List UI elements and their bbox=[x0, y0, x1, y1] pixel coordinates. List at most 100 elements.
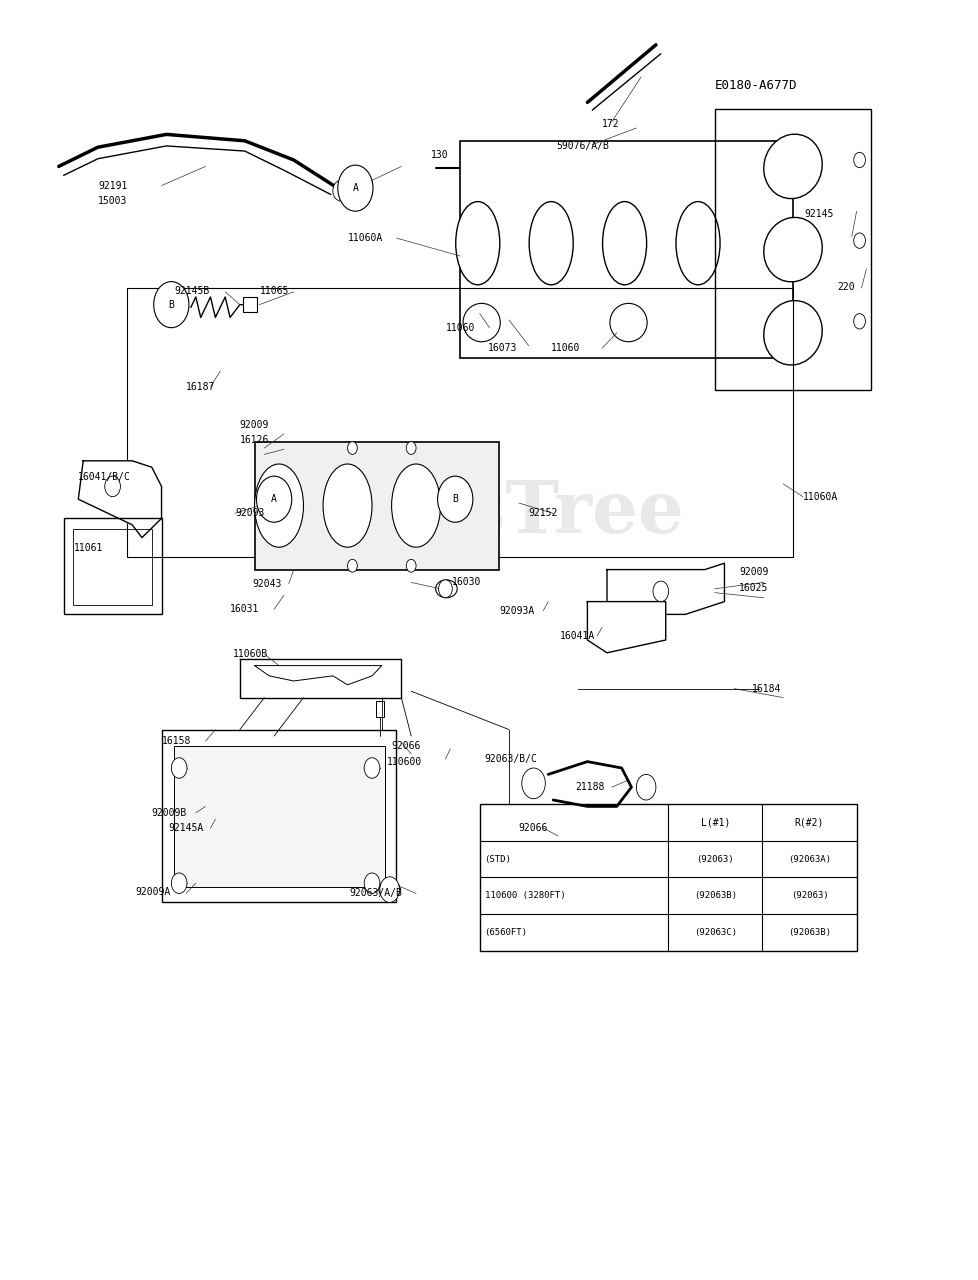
Ellipse shape bbox=[463, 303, 500, 342]
Text: 16073: 16073 bbox=[487, 343, 516, 353]
Text: 11060A: 11060A bbox=[802, 492, 837, 502]
Circle shape bbox=[337, 165, 373, 211]
Ellipse shape bbox=[763, 301, 822, 365]
Text: (92063): (92063) bbox=[790, 891, 827, 900]
Polygon shape bbox=[587, 602, 665, 653]
Text: 21188: 21188 bbox=[575, 782, 604, 792]
Ellipse shape bbox=[609, 303, 646, 342]
Text: 130: 130 bbox=[430, 150, 448, 160]
Text: 92009: 92009 bbox=[738, 567, 768, 577]
Text: 92009B: 92009B bbox=[152, 808, 187, 818]
Text: 16041/B/C: 16041/B/C bbox=[78, 472, 131, 483]
Circle shape bbox=[379, 877, 399, 902]
Bar bbox=[64, 518, 161, 614]
Ellipse shape bbox=[378, 881, 400, 899]
Text: (6560FT): (6560FT) bbox=[484, 928, 527, 937]
Text: (92063B): (92063B) bbox=[693, 891, 736, 900]
Text: (STD): (STD) bbox=[484, 855, 511, 864]
Circle shape bbox=[105, 476, 120, 497]
Text: 92145A: 92145A bbox=[168, 823, 203, 833]
Bar bbox=[714, 109, 870, 390]
Text: 92145: 92145 bbox=[804, 209, 833, 219]
Text: 92093A: 92093A bbox=[499, 605, 534, 616]
Text: 92063/A/B: 92063/A/B bbox=[349, 888, 402, 899]
Text: 92066: 92066 bbox=[391, 741, 421, 751]
Text: E0180-A677D: E0180-A677D bbox=[714, 79, 796, 92]
Text: 92009A: 92009A bbox=[135, 887, 170, 897]
Circle shape bbox=[636, 774, 655, 800]
Ellipse shape bbox=[435, 580, 457, 598]
Text: 92066: 92066 bbox=[518, 823, 548, 833]
Text: 11060B: 11060B bbox=[233, 649, 268, 659]
Text: 92063/B/C: 92063/B/C bbox=[484, 754, 537, 764]
Text: 16187: 16187 bbox=[186, 381, 215, 392]
Circle shape bbox=[347, 559, 357, 572]
Circle shape bbox=[853, 314, 865, 329]
Text: 11061: 11061 bbox=[73, 543, 103, 553]
Text: 16025: 16025 bbox=[738, 582, 768, 593]
Text: 92191: 92191 bbox=[98, 180, 127, 191]
Text: 172: 172 bbox=[601, 119, 619, 129]
Bar bbox=[376, 701, 383, 717]
Ellipse shape bbox=[528, 202, 572, 285]
Ellipse shape bbox=[601, 202, 645, 285]
Text: 16126: 16126 bbox=[240, 435, 269, 445]
Text: 110600 (3280FT): 110600 (3280FT) bbox=[484, 891, 564, 900]
Text: (92063A): (92063A) bbox=[787, 855, 830, 864]
Bar bbox=[254, 442, 499, 570]
Polygon shape bbox=[78, 461, 161, 538]
Circle shape bbox=[171, 873, 187, 893]
Circle shape bbox=[406, 442, 416, 454]
Circle shape bbox=[406, 559, 416, 572]
Circle shape bbox=[154, 282, 189, 328]
Text: 92009: 92009 bbox=[240, 420, 269, 430]
Ellipse shape bbox=[763, 134, 822, 198]
Text: R(#2): R(#2) bbox=[794, 817, 823, 827]
Text: 59076/A/B: 59076/A/B bbox=[556, 141, 608, 151]
Text: 16158: 16158 bbox=[161, 736, 191, 746]
Text: A: A bbox=[271, 494, 277, 504]
Circle shape bbox=[347, 442, 357, 454]
Text: 110600: 110600 bbox=[386, 756, 422, 767]
Text: 16184: 16184 bbox=[751, 684, 780, 694]
Text: 11065: 11065 bbox=[259, 285, 289, 296]
Circle shape bbox=[364, 873, 379, 893]
Text: 16041A: 16041A bbox=[559, 631, 595, 641]
Text: 92043: 92043 bbox=[252, 579, 282, 589]
Text: 11060A: 11060A bbox=[347, 233, 382, 243]
Text: A: A bbox=[352, 183, 358, 193]
Circle shape bbox=[364, 758, 379, 778]
Bar bbox=[127, 288, 792, 557]
Text: (92063): (92063) bbox=[695, 855, 734, 864]
Bar bbox=[479, 804, 856, 951]
Text: 92145B: 92145B bbox=[174, 285, 209, 296]
Text: B: B bbox=[168, 300, 174, 310]
Circle shape bbox=[438, 580, 452, 598]
Text: 16031: 16031 bbox=[230, 604, 259, 614]
Text: 220: 220 bbox=[836, 282, 854, 292]
Bar bbox=[174, 746, 384, 887]
Bar bbox=[73, 529, 152, 605]
Text: 16030: 16030 bbox=[452, 577, 481, 588]
Bar bbox=[460, 141, 792, 358]
Text: (92063B): (92063B) bbox=[787, 928, 830, 937]
Ellipse shape bbox=[323, 465, 372, 548]
Circle shape bbox=[853, 152, 865, 168]
Text: 92093: 92093 bbox=[235, 508, 264, 518]
Bar bbox=[161, 730, 396, 902]
Circle shape bbox=[256, 476, 291, 522]
Ellipse shape bbox=[254, 465, 303, 548]
Text: 11060: 11060 bbox=[551, 343, 580, 353]
Text: (92063C): (92063C) bbox=[693, 928, 736, 937]
Text: B: B bbox=[452, 494, 458, 504]
Polygon shape bbox=[606, 563, 724, 614]
Circle shape bbox=[437, 476, 472, 522]
Circle shape bbox=[853, 233, 865, 248]
Circle shape bbox=[333, 180, 348, 201]
Ellipse shape bbox=[455, 202, 499, 285]
Circle shape bbox=[521, 768, 545, 799]
Circle shape bbox=[652, 581, 668, 602]
Bar bbox=[243, 297, 257, 312]
Circle shape bbox=[171, 758, 187, 778]
Text: L(#1): L(#1) bbox=[700, 817, 730, 827]
